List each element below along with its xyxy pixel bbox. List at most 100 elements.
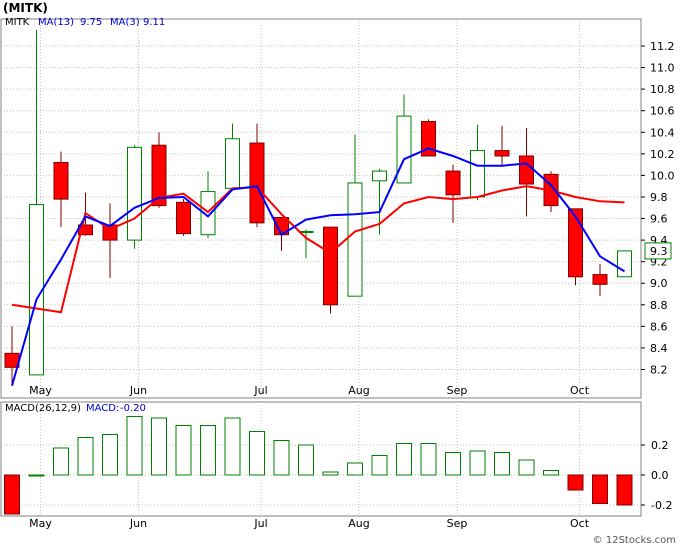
candle-body: [396, 115, 412, 184]
macd-bar-positive: [445, 452, 461, 476]
candle-down: [176, 199, 191, 236]
candle-down: [4, 326, 20, 386]
price-x-tick-label: May: [29, 384, 52, 397]
price-y-tick-label: 8.4: [650, 342, 668, 355]
macd-bar-positive: [28, 474, 45, 477]
price-y-tick-label: 11.2: [650, 40, 675, 53]
candle-down: [494, 125, 510, 167]
macd-bar-positive: [543, 470, 559, 476]
candle-up: [127, 145, 142, 249]
candle-body: [617, 250, 632, 278]
candle-body: [347, 182, 363, 297]
price-y-tick-label: 8.6: [650, 320, 668, 333]
price-x-tick-label: Oct: [570, 384, 590, 397]
macd-bar-positive: [518, 459, 535, 476]
candle-down: [421, 119, 436, 157]
price-y-tick-label: 8.2: [650, 364, 668, 377]
macd-value: -0.20: [120, 403, 146, 414]
candle-body: [494, 150, 510, 157]
macd-label: MACD(26,12,9): [5, 403, 81, 414]
candle-body: [225, 138, 240, 189]
candle-up: [617, 250, 632, 278]
macd-y-tick-label: 0.2: [651, 439, 669, 452]
macd-x-tick-label: Sep: [447, 517, 468, 530]
candle-down: [249, 123, 265, 228]
macd-bars: [4, 416, 633, 515]
macd-x-tick-label: Jun: [129, 517, 147, 530]
macd-bar-positive: [347, 462, 363, 476]
last-price-tag-text: 9.3: [650, 245, 668, 258]
price-x-tick-label: Jul: [253, 384, 267, 397]
macd-bar-positive: [298, 444, 314, 476]
macd-bar-negative: [616, 474, 633, 506]
macd-x-axis: May Jun Jul Aug Sep Oct: [29, 517, 590, 530]
candle-body: [519, 155, 534, 185]
price-y-tick-label: 8.8: [650, 299, 668, 312]
moving-averages: [11, 147, 626, 386]
macd-bar-positive: [175, 425, 192, 476]
macd-x-tick-label: Jul: [253, 517, 267, 530]
macd-y-tick-label: -0.2: [651, 499, 672, 512]
price-y-tick-label: 9.8: [650, 191, 668, 204]
price-y-tick-label: 10.4: [650, 126, 675, 139]
macd-bar-positive: [494, 452, 510, 476]
macd-x-tick-label: Aug: [348, 517, 369, 530]
macd-bar-positive: [102, 434, 118, 476]
candle-body: [127, 146, 142, 241]
price-y-tick-label: 10.0: [650, 169, 675, 182]
macd-x-tick-label: May: [29, 517, 52, 530]
ma13-line: [11, 185, 625, 314]
price-y-tick-label: 10.8: [650, 83, 675, 96]
macd-bar-positive: [469, 450, 486, 476]
candle-down: [568, 208, 583, 286]
macd-bar-positive: [396, 443, 412, 476]
macd-bar-positive: [200, 425, 216, 476]
candle-body: [151, 144, 167, 207]
ma13-value: 9.75: [80, 17, 102, 28]
macd-bar-positive: [249, 431, 265, 476]
price-y-tick-label: 9.0: [650, 277, 668, 290]
macd-bar-positive: [53, 447, 69, 476]
ma13-label: MA(13): [38, 17, 74, 28]
candle-down: [151, 132, 167, 208]
ma3-label: MA(3): [110, 17, 140, 28]
price-x-axis: May Jun Jul Aug Sep Oct: [29, 384, 590, 397]
price-x-tick-label: Aug: [348, 384, 369, 397]
candle-down: [592, 263, 608, 297]
macd-bar-positive: [77, 437, 94, 476]
macd-value-label: MACD:: [86, 403, 119, 414]
price-y-tick-label: 11.0: [650, 62, 675, 75]
symbol-label: MITK: [5, 17, 30, 28]
macd-bar-negative: [4, 474, 20, 515]
candle-down: [445, 164, 461, 223]
price-x-tick-label: Sep: [447, 384, 468, 397]
price-x-tick-label: Jun: [129, 384, 147, 397]
macd-bar-negative: [592, 474, 608, 504]
macd-bar-positive: [224, 417, 241, 476]
ma3-value: 9.11: [143, 17, 165, 28]
candle-down: [323, 226, 338, 314]
macd-bar-positive: [151, 417, 167, 476]
candle-body: [470, 150, 485, 198]
macd-bar-positive: [420, 443, 437, 476]
price-y-tick-label: 10.2: [650, 148, 675, 161]
watermark: © 12Stocks.com: [593, 535, 676, 546]
macd-bar-positive: [322, 471, 339, 476]
macd-y-tick-label: 0.0: [651, 469, 669, 482]
candle-up: [347, 134, 363, 297]
macd-y-axis: -0.2 0.0 0.2: [641, 439, 672, 512]
price-y-tick-label: 10.6: [650, 105, 675, 118]
macd-bar-positive: [273, 440, 290, 476]
last-price-tag: [644, 242, 672, 260]
candle-body: [372, 170, 387, 182]
candle-body: [53, 161, 69, 200]
macd-bar-negative: [567, 474, 584, 491]
candle-body: [592, 274, 608, 285]
macd-x-tick-label: Oct: [570, 517, 590, 530]
candle-body: [323, 226, 338, 306]
candle-body: [568, 208, 583, 278]
chart-title: (MITK): [3, 1, 48, 15]
candle-body: [249, 142, 265, 224]
candle-body: [445, 170, 461, 196]
